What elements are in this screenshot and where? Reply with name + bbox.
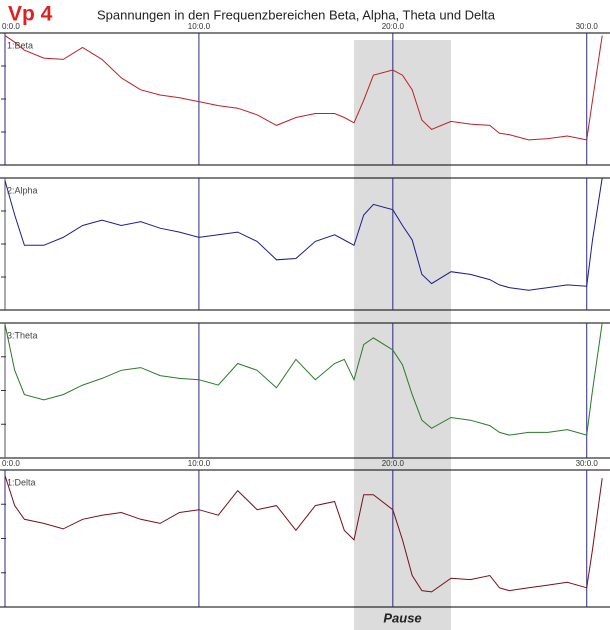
- x-tick-label: 10:0.0: [188, 459, 211, 468]
- panel-label: 1:Beta: [7, 40, 33, 50]
- x-tick-label: 10:0.0: [188, 22, 211, 31]
- panel-label: 3:Theta: [7, 330, 38, 340]
- series-line: [4, 475, 603, 593]
- series-line: [4, 177, 603, 291]
- chart-title: Vp 4: [8, 3, 53, 26]
- x-tick-label: 0:0.0: [2, 22, 20, 31]
- x-tick-label: 20:0.0: [382, 459, 405, 468]
- panel-label: 2:Alpha: [7, 185, 38, 195]
- x-tick-label: 30:0.0: [576, 22, 599, 31]
- x-tick-label: 0:0.0: [2, 459, 20, 468]
- pause-band: [354, 40, 451, 630]
- chart-subtitle: Spannungen in den Frequenzbereichen Beta…: [97, 7, 496, 22]
- x-tick-label: 30:0.0: [576, 459, 599, 468]
- series-line: [4, 322, 603, 436]
- pause-label: Pause: [383, 610, 421, 625]
- x-tick-label: 20:0.0: [382, 22, 405, 31]
- series-line: [4, 35, 603, 141]
- panel-label: 1:Delta: [7, 477, 36, 487]
